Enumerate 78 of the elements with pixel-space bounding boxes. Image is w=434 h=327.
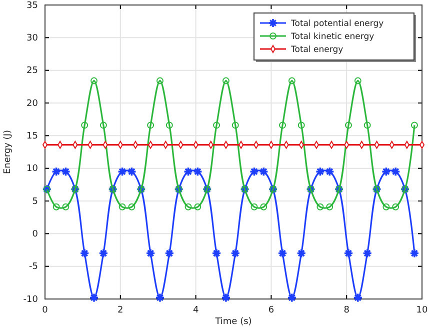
point [382, 203, 390, 210]
point [221, 292, 231, 303]
point [278, 248, 288, 258]
point [288, 77, 296, 84]
y-tick-label: 25 [26, 66, 38, 76]
point [183, 166, 194, 176]
point [362, 248, 372, 258]
point [344, 248, 354, 258]
point [232, 122, 239, 129]
point [118, 203, 126, 210]
y-tick-label: -5 [29, 262, 38, 272]
legend-label: Total kinetic energy [290, 32, 374, 42]
legend-label: Total potential energy [290, 19, 384, 29]
point [353, 292, 363, 303]
point [250, 203, 258, 210]
y-tick-label: 35 [26, 0, 38, 11]
point [354, 77, 362, 84]
x-tick-label: 2 [118, 305, 124, 316]
point [364, 122, 371, 129]
point [128, 203, 136, 210]
point [419, 140, 425, 149]
x-tick-label: 6 [268, 305, 274, 316]
point [260, 203, 268, 210]
point [212, 248, 222, 258]
point [192, 166, 203, 176]
point [326, 203, 334, 210]
point [213, 122, 220, 129]
point [410, 248, 420, 258]
y-axis-title: Energy (J) [3, 130, 13, 174]
point [164, 248, 174, 258]
point [98, 248, 108, 258]
x-tick-label: 8 [344, 305, 350, 316]
y-tick-label: 20 [26, 98, 38, 109]
point [117, 166, 128, 176]
point [62, 203, 70, 210]
point [296, 248, 306, 258]
point [222, 77, 230, 84]
y-tick-label: 15 [26, 132, 38, 142]
x-tick-label: 0 [42, 305, 48, 316]
point [316, 203, 324, 210]
point [126, 166, 137, 176]
y-tick-label: 5 [32, 196, 38, 207]
point [298, 122, 305, 129]
point [194, 203, 202, 210]
point [287, 292, 297, 303]
point [60, 166, 71, 176]
point [345, 122, 352, 129]
point [166, 122, 173, 129]
point [81, 122, 88, 129]
point [100, 122, 107, 129]
point [155, 292, 165, 303]
point [80, 248, 90, 258]
y-tick-label: 10 [26, 164, 38, 174]
point [258, 166, 269, 176]
point [381, 166, 392, 176]
point [147, 122, 154, 129]
point [279, 122, 286, 129]
point [324, 166, 335, 176]
point [392, 203, 400, 210]
point [90, 77, 98, 84]
point [315, 166, 326, 176]
point [51, 166, 62, 176]
x-axis-title: Time (s) [214, 317, 252, 327]
x-tick-label: 10 [416, 305, 428, 316]
point [42, 140, 48, 149]
y-tick-label: 30 [26, 34, 38, 44]
y-tick-label: 0 [32, 230, 38, 240]
point [230, 248, 240, 258]
x-tick-label: 4 [192, 305, 199, 316]
legend-label: Total energy [290, 45, 344, 55]
point [390, 166, 401, 176]
point [156, 77, 164, 84]
point [146, 248, 156, 258]
y-tick-label: -10 [23, 294, 38, 305]
point [184, 203, 192, 210]
point [89, 292, 99, 303]
point [249, 166, 260, 176]
point [52, 203, 60, 210]
